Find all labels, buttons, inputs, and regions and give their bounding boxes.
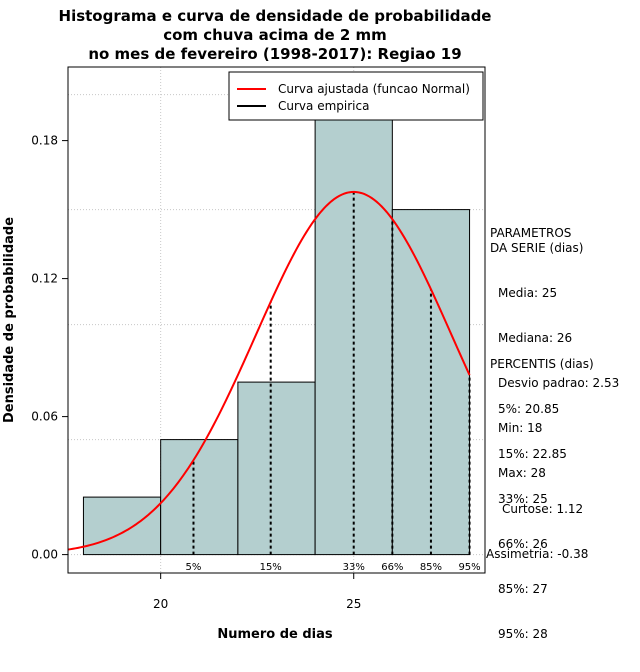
- legend-label: Curva empirica: [278, 99, 369, 113]
- parametros-media: Media: 25: [498, 286, 558, 300]
- percentile-lines: 5% 15% 33% 66% 85% 95%: [186, 191, 481, 573]
- x-axis-title: Numero de dias: [217, 627, 333, 642]
- parametros-min: Min: 18: [498, 421, 543, 435]
- histogram-bar: [82, 496, 162, 556]
- normal-curve: [67, 190, 471, 551]
- percentile-label: 95%: [458, 562, 480, 573]
- x-tick-label: 20: [153, 597, 168, 611]
- percentile-label: 33%: [343, 562, 365, 573]
- y-tick-label: 0.18: [31, 134, 58, 148]
- legend-label: Curva ajustada (funcao Normal): [278, 82, 470, 96]
- parametros-block: PARAMETROS DA SERIE (dias) Media: 25 Med…: [490, 196, 619, 511]
- percentis-title: PERCENTIS (dias): [490, 357, 594, 371]
- percentile-label: 66%: [381, 562, 403, 573]
- x-tick-label: 25: [346, 597, 361, 611]
- chart-title: Histograma e curva de densidade de proba…: [59, 7, 492, 63]
- y-tick-label: 0.00: [31, 548, 58, 562]
- chart-title-line-2: com chuva acima de 2 mm: [163, 26, 387, 44]
- legend-box: [228, 71, 484, 121]
- curtose-text: Curtose: 1.12: [502, 502, 584, 516]
- percentis-block: PERCENTIS (dias) 5%: 20.85 15%: 22.85 33…: [490, 327, 594, 672]
- percentile-label: 5%: [186, 562, 202, 573]
- histogram-bar: [160, 439, 239, 556]
- legend: Curva ajustada (funcao Normal) Curva empi…: [228, 71, 484, 121]
- parametros-mediana: Mediana: 26: [498, 331, 573, 345]
- percentil-15: 15%: 22.85: [498, 447, 567, 461]
- shape-block: Curtose: 1.12 Assimetria: -0.38: [486, 472, 588, 592]
- parametros-title: PARAMETROS DA SERIE (dias): [490, 226, 584, 255]
- percentil-33: 33%: 25: [498, 492, 548, 506]
- percentile-label: 15%: [260, 562, 282, 573]
- histogram-bar: [391, 209, 471, 556]
- percentil-66: 66%: 26: [498, 537, 548, 551]
- percentil-5: 5%: 20.85: [498, 402, 560, 416]
- y-tick-label: 0.06: [31, 410, 58, 424]
- assimetria-text: Assimetria: -0.38: [486, 547, 589, 561]
- normal-curve-line: [67, 190, 471, 551]
- parametros-max: Max: 28: [498, 466, 546, 480]
- bars: [82, 94, 471, 556]
- axes: 0.00 0.06 0.12 0.18 20 25 Numero de dias Densid…: [2, 134, 361, 642]
- chart-title-line-1: Histograma e curva de densidade de proba…: [59, 7, 492, 25]
- parametros-desvio: Desvio padrao: 2.53: [498, 376, 620, 390]
- percentil-85: 85%: 27: [498, 582, 548, 596]
- percentil-95: 95%: 28: [498, 627, 548, 641]
- chart-title-line-3: no mes de fevereiro (1998-2017): Regiao …: [88, 45, 461, 63]
- y-axis-title: Densidade de probabilidade: [2, 217, 17, 423]
- histogram-bar: [237, 381, 316, 556]
- y-tick-label: 0.12: [31, 272, 58, 286]
- percentile-label: 85%: [420, 562, 442, 573]
